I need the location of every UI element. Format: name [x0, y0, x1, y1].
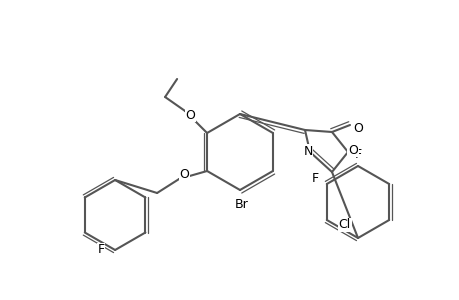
Text: Cl: Cl: [338, 218, 350, 232]
Text: F: F: [311, 172, 318, 185]
Text: N: N: [302, 145, 312, 158]
Text: F: F: [97, 244, 105, 256]
Text: F: F: [354, 148, 361, 160]
Text: O: O: [185, 109, 195, 122]
Text: O: O: [347, 143, 357, 157]
Text: Br: Br: [235, 197, 248, 211]
Text: O: O: [353, 122, 362, 134]
Text: O: O: [179, 167, 189, 181]
